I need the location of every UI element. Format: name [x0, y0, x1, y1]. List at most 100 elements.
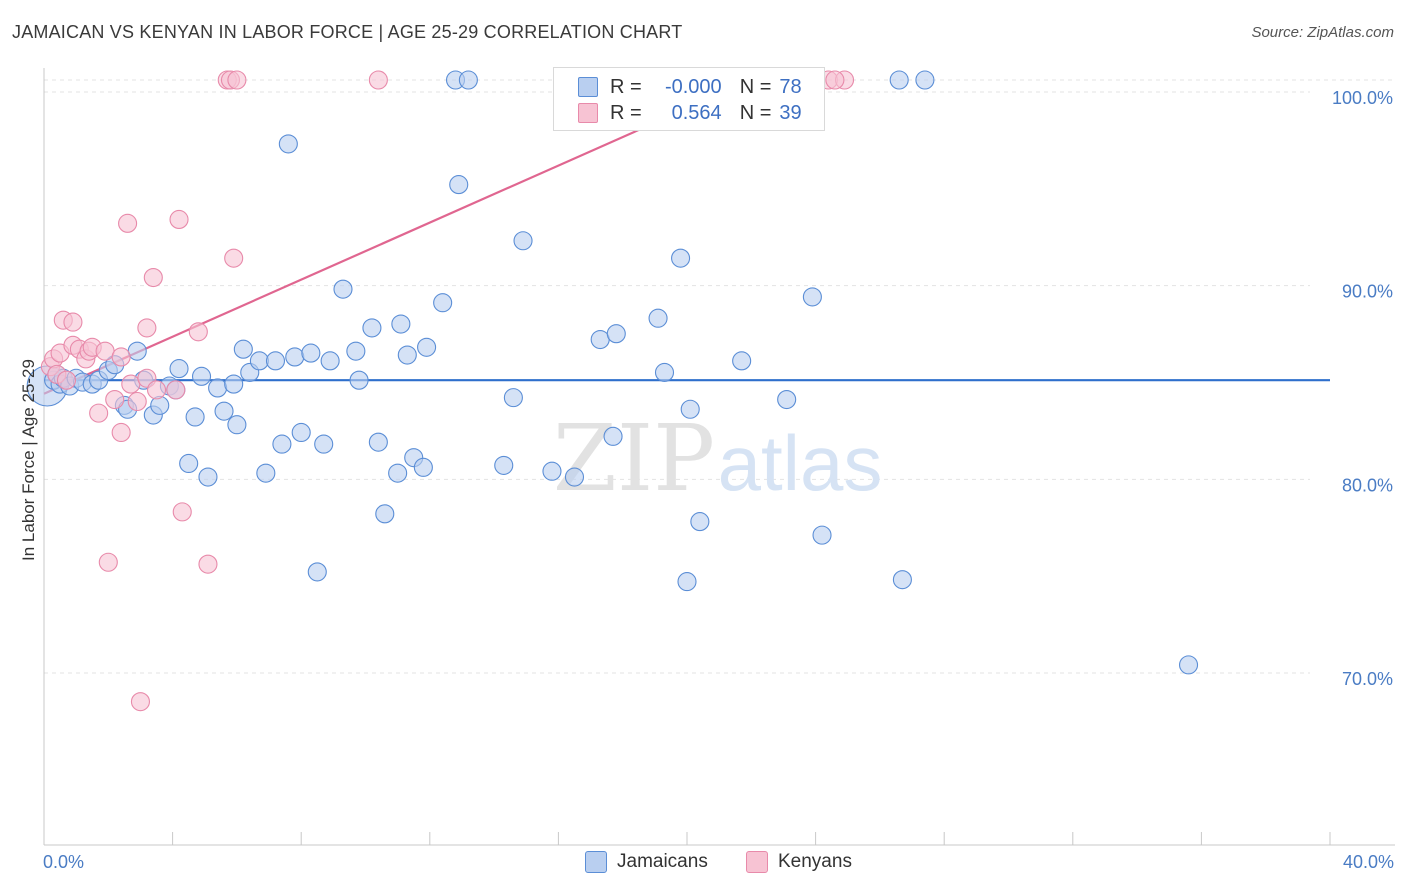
- trend-lines: [43, 78, 1330, 395]
- jamaicans-point: [185, 407, 205, 427]
- jamaicans-point: [397, 345, 417, 365]
- y-tick-labels: 70.0% 80.0% 90.0% 100.0%: [1332, 88, 1393, 689]
- legend-n-label: N =: [739, 75, 772, 98]
- kenyans-point: [146, 380, 167, 400]
- kenyans-point: [166, 380, 186, 400]
- jamaicans-point: [677, 572, 697, 592]
- y-tick-label: 80.0%: [1342, 475, 1393, 495]
- jamaicans-point: [333, 279, 353, 299]
- kenyans-point: [98, 552, 118, 572]
- kenyans-point: [825, 70, 845, 90]
- legend-swatch-kenyans: [746, 851, 768, 873]
- jamaicans-point: [513, 231, 533, 251]
- jamaicans-point: [150, 395, 170, 415]
- jamaicans-point: [777, 390, 797, 410]
- legend-n-value: 39: [779, 101, 802, 124]
- legend-r-label: R =: [610, 75, 642, 98]
- bottom-legend-kenyans[interactable]: Kenyans: [746, 851, 852, 873]
- jamaicans-point: [690, 512, 710, 532]
- jamaicans-point: [349, 370, 369, 390]
- kenyans-point: [198, 554, 218, 574]
- kenyans-point: [105, 390, 125, 410]
- jamaicans-point: [542, 461, 562, 481]
- kenyans-point: [368, 70, 388, 90]
- jamaicans-point: [433, 293, 453, 313]
- kenyans-point: [95, 341, 115, 361]
- kenyans-point: [172, 502, 192, 522]
- jamaicans-point: [388, 463, 408, 483]
- axes-layer: [43, 68, 1395, 846]
- jamaicans-point: [417, 337, 437, 357]
- kenyans-point: [118, 213, 138, 233]
- jamaicans-point: [179, 453, 199, 474]
- jamaicans-point: [812, 525, 832, 545]
- jamaicans-point: [314, 434, 334, 454]
- legend-n-value: 78: [779, 75, 802, 98]
- kenyans-point: [137, 318, 157, 338]
- jamaicans-point: [1178, 655, 1199, 675]
- legend-label-kenyans: Kenyans: [778, 851, 852, 872]
- jamaicans-point: [307, 562, 327, 582]
- jamaicans-point: [590, 329, 610, 350]
- jamaicans-point: [278, 134, 298, 154]
- legend-label-jamaicans: Jamaicans: [617, 851, 708, 872]
- legend-row-jamaicans: R = -0.000 N = 78: [578, 75, 802, 99]
- jamaicans-point: [320, 351, 340, 371]
- kenyans-point: [111, 422, 131, 443]
- kenyans-point: [111, 347, 131, 367]
- jamaicans-point: [892, 570, 912, 590]
- jamaicans-point: [249, 351, 269, 371]
- kenyans-point: [143, 267, 163, 288]
- jamaicans-point: [732, 351, 752, 371]
- legend-r-label: R =: [610, 101, 642, 124]
- watermark-atlas: atlas: [718, 419, 883, 507]
- y-axis-label: In Labor Force | Age 25-29: [19, 359, 38, 561]
- jamaicans-point: [671, 248, 691, 268]
- jamaicans-point: [191, 366, 212, 386]
- jamaicans-point: [449, 175, 469, 195]
- kenyans-trend-line: [43, 78, 752, 395]
- kenyans-point: [121, 374, 141, 394]
- kenyans-point: [169, 209, 189, 229]
- jamaicans-point: [285, 347, 305, 367]
- jamaicans-point: [214, 401, 234, 421]
- y-tick-label: 100.0%: [1332, 88, 1393, 108]
- points-layer: [26, 70, 1199, 712]
- jamaicans-point: [375, 504, 395, 524]
- legend-r-value: 0.564: [671, 101, 722, 124]
- kenyans-point: [130, 692, 150, 712]
- source-label: Source: ZipAtlas.com: [1251, 24, 1394, 41]
- jamaicans-point: [458, 70, 478, 90]
- jamaicans-point: [603, 426, 623, 446]
- x-tick-max: 40.0%: [1342, 852, 1394, 872]
- jamaicans-point: [169, 359, 189, 379]
- bottom-legend-jamaicans[interactable]: Jamaicans: [585, 851, 708, 873]
- jamaicans-point: [224, 374, 244, 394]
- jamaicans-point: [654, 362, 675, 382]
- jamaicans-point: [362, 318, 382, 338]
- legend-swatch-jamaicans: [585, 851, 607, 873]
- jamaicans-point: [198, 467, 218, 487]
- jamaicans-point: [802, 287, 822, 307]
- kenyans-point: [188, 322, 208, 342]
- chart-title: JAMAICAN VS KENYAN IN LABOR FORCE | AGE …: [12, 22, 683, 42]
- jamaicans-point: [265, 351, 286, 371]
- jamaicans-point: [291, 422, 311, 443]
- jamaicans-point: [648, 308, 668, 328]
- x-tick-min: 0.0%: [43, 852, 85, 872]
- jamaicans-point: [889, 70, 909, 90]
- jamaicans-point: [503, 388, 523, 408]
- jamaicans-point: [606, 324, 626, 344]
- jamaicans-point: [127, 341, 147, 361]
- kenyans-point: [227, 70, 247, 90]
- legend-swatch-pink: [578, 103, 598, 123]
- jamaicans-point: [233, 339, 253, 359]
- jamaicans-point: [227, 415, 247, 435]
- jamaicans-point: [368, 432, 388, 452]
- watermark: ZIP atlas: [553, 405, 882, 512]
- jamaicans-point: [272, 434, 292, 454]
- y-tick-label: 70.0%: [1342, 669, 1393, 689]
- kenyans-point: [56, 370, 77, 390]
- kenyans-point: [224, 248, 244, 268]
- jamaicans-point: [256, 463, 276, 483]
